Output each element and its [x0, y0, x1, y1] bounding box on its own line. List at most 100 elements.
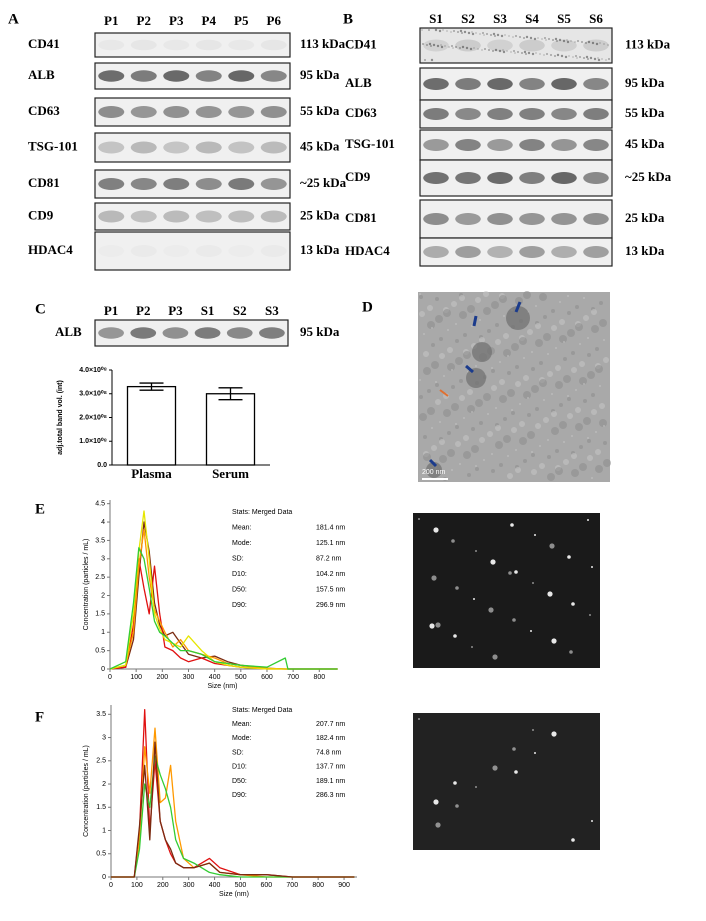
speckle: [550, 54, 552, 56]
arrow: [472, 315, 478, 327]
tem-texture: [483, 393, 491, 401]
tem-texture: [459, 463, 461, 465]
vesicle: [426, 462, 442, 478]
particle: [431, 575, 437, 581]
tem-texture: [599, 419, 607, 427]
speckle: [421, 29, 423, 31]
speckle: [512, 36, 514, 38]
tem-texture: [547, 353, 549, 355]
size-label: 55 kDa: [625, 105, 665, 120]
stats-value: 207.7 nm: [316, 721, 345, 728]
speckle: [539, 53, 541, 55]
protein-label: TSG-101: [28, 138, 78, 153]
particle: [471, 646, 473, 648]
tem-texture: [583, 417, 591, 425]
speckle: [514, 52, 516, 54]
band: [551, 39, 577, 52]
tem-texture: [491, 369, 495, 373]
band: [226, 327, 253, 339]
band: [487, 78, 513, 90]
band: [260, 70, 287, 82]
vesicle: [506, 306, 530, 330]
tem-texture: [419, 413, 427, 421]
tem-texture: [503, 417, 507, 421]
tem-texture: [555, 449, 559, 453]
stats-value: 182.4 nm: [316, 735, 345, 742]
band: [583, 139, 609, 151]
band: [259, 327, 285, 339]
tem-texture: [499, 463, 503, 467]
y-tick-label: 2.0×10⁰⁸: [79, 413, 107, 421]
x-axis-label: Size (nm): [219, 891, 249, 898]
particle: [551, 638, 557, 644]
band: [583, 172, 609, 184]
tem-texture: [435, 297, 439, 301]
tem-texture: [491, 469, 495, 473]
speckle: [424, 59, 426, 61]
particle: [534, 534, 536, 536]
speckle: [510, 51, 512, 53]
particle: [429, 623, 435, 629]
speckle: [566, 40, 570, 44]
band: [163, 178, 190, 190]
tem-texture: [539, 379, 547, 387]
tem-texture: [579, 377, 587, 385]
blot-strip: [419, 129, 613, 161]
x-tick-label: 800: [312, 882, 324, 889]
tem-texture: [531, 451, 533, 453]
band: [228, 141, 255, 154]
band: [487, 39, 513, 52]
size-label: 113 kDa: [300, 36, 346, 51]
x-tick-label: 100: [130, 674, 142, 681]
speckle: [432, 43, 436, 47]
lane-label: S2: [461, 11, 475, 26]
speckle: [574, 41, 576, 43]
tem-texture: [559, 335, 567, 343]
tem-texture: [499, 379, 505, 385]
tem-texture: [523, 391, 531, 399]
blot-strip: [419, 99, 613, 129]
tem-texture: [551, 411, 557, 417]
tem-texture: [575, 423, 583, 431]
tem-texture: [427, 305, 433, 311]
y-tick-label: 0.0: [97, 462, 107, 469]
particle: [453, 781, 457, 785]
stats-value: 181.4 nm: [316, 524, 345, 531]
tem-texture: [535, 339, 543, 347]
tem-texture: [487, 413, 489, 415]
speckle: [481, 49, 483, 51]
band: [228, 210, 255, 223]
tem-texture: [587, 337, 589, 339]
stats-value: 104.2 nm: [316, 571, 345, 578]
tem-texture: [471, 411, 473, 413]
size-label: ~25 kDa: [625, 169, 672, 184]
tem-texture: [579, 361, 585, 367]
tem-texture: [427, 321, 435, 329]
speckle: [469, 47, 473, 51]
blot-strip: [94, 231, 291, 271]
x-tick-label: 500: [235, 882, 247, 889]
speckle: [508, 35, 510, 37]
band: [551, 78, 577, 90]
particle: [433, 527, 439, 533]
speckle: [428, 29, 430, 31]
y-axis-label: Concentration (particles / mL): [83, 539, 90, 631]
band: [194, 327, 221, 339]
band: [519, 139, 545, 151]
tem-texture: [603, 339, 605, 341]
speckle: [595, 42, 599, 46]
band: [487, 139, 513, 151]
particle: [435, 822, 441, 828]
size-label: 55 kDa: [300, 103, 340, 118]
band: [130, 210, 157, 223]
stats-label: Mean:: [232, 721, 252, 728]
stats-value: 189.1 nm: [316, 778, 345, 785]
speckle: [492, 32, 496, 36]
y-tick-label: 2: [101, 592, 105, 599]
tem-texture: [551, 325, 557, 331]
tem-texture: [499, 295, 507, 303]
particle: [567, 555, 571, 559]
band: [196, 245, 222, 257]
tem-texture: [463, 451, 471, 459]
speckle: [535, 52, 537, 54]
